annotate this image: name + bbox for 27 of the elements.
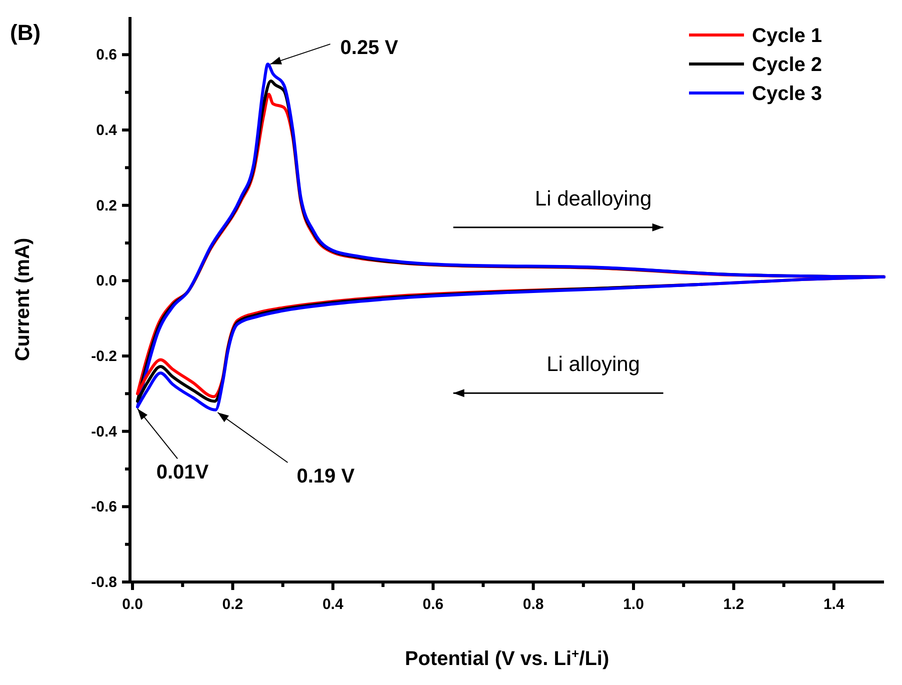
y-axis-title: Current (mA) [12, 238, 34, 362]
legend-label: Cycle 3 [752, 83, 822, 105]
y-tick-label: -0.4 [91, 423, 118, 440]
legend-label: Cycle 2 [752, 54, 822, 76]
y-tick-label: -0.8 [91, 574, 117, 591]
y-tick-label: -0.6 [91, 498, 117, 516]
x-tick-label: 0.0 [122, 596, 143, 613]
x-tick-label: 0.8 [522, 596, 544, 613]
legend-label: Cycle 1 [752, 25, 822, 47]
x-tick-label: 0.4 [322, 596, 344, 613]
annotation: 0.01V [156, 462, 210, 484]
x-tick-label: 1.0 [623, 596, 644, 613]
annotation: 0.19 V [296, 466, 356, 488]
y-tick-label: 0.2 [96, 197, 117, 214]
x-tick-label: 1.4 [823, 596, 845, 613]
y-tick-label: 0.6 [96, 46, 117, 64]
y-tick-label: 0.0 [96, 272, 117, 290]
annotation: Li alloying [546, 353, 640, 376]
annotation: 0.25 V [340, 37, 399, 60]
x-tick-label: 0.6 [422, 596, 444, 613]
y-tick-label: -0.2 [91, 348, 117, 365]
x-tick-label: 0.2 [222, 596, 244, 613]
annotation: Li dealloying [534, 187, 652, 210]
x-tick-label: 1.2 [723, 596, 744, 613]
y-tick-label: 0.4 [96, 122, 118, 139]
text: (B) [10, 20, 41, 45]
x-axis-title: Potential (V vs. Li$^{+}$/Li) [404, 646, 610, 670]
